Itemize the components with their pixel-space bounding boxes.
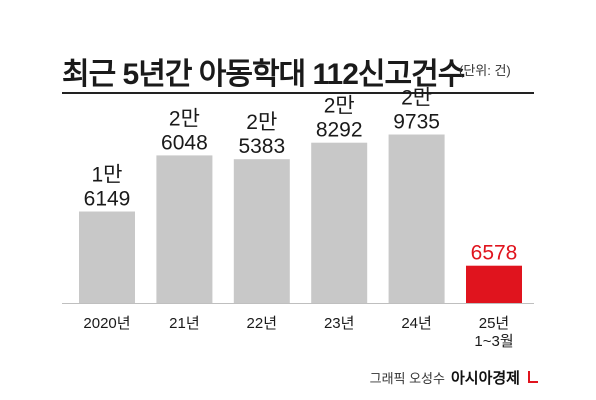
x-tick-label-5-0: 25년 (479, 315, 510, 332)
unit-note: (단위: 건) (459, 63, 511, 78)
bar-4 (388, 134, 445, 303)
graphic-credit: 그래픽 오성수 (369, 371, 445, 386)
footer: 그래픽 오성수 아시아경제 (370, 367, 538, 388)
data-label-3-1: 8292 (316, 119, 363, 142)
x-tick-label-5-1: 1~3월 (474, 333, 513, 350)
bar-3 (311, 142, 368, 303)
data-label-4-1: 9735 (393, 111, 440, 134)
bar-2 (233, 159, 290, 303)
data-label-0-1: 6149 (84, 188, 131, 211)
title-divider (62, 92, 534, 94)
x-tick-label-4-0: 24년 (401, 315, 432, 332)
bar-5 (466, 265, 522, 303)
bar-0 (79, 211, 135, 303)
chart-header: 최근 5년간 아동학대 112신고건수 (단위: 건) (62, 49, 532, 91)
data-label-5-0: 6578 (471, 242, 518, 265)
chart-title: 최근 5년간 아동학대 112신고건수 (62, 58, 465, 91)
data-label-4-0: 2만 (401, 87, 432, 110)
x-tick-label-1-0: 21년 (169, 315, 200, 332)
x-tick-label-3-0: 23년 (324, 315, 355, 332)
brand-logo: 아시아경제 (450, 370, 520, 387)
brand-mark-icon (528, 371, 538, 383)
data-label-2-0: 2만 (246, 111, 277, 134)
data-label-3-0: 2만 (324, 95, 355, 118)
data-label-2-1: 5383 (238, 135, 285, 158)
data-label-1-0: 2만 (169, 107, 200, 130)
x-tick-label-2-0: 22년 (247, 315, 278, 332)
data-label-1-1: 6048 (161, 131, 208, 154)
bar-1 (156, 155, 213, 303)
data-label-0-0: 1만 (92, 164, 123, 187)
x-tick-label-0-0: 2020년 (83, 315, 130, 332)
